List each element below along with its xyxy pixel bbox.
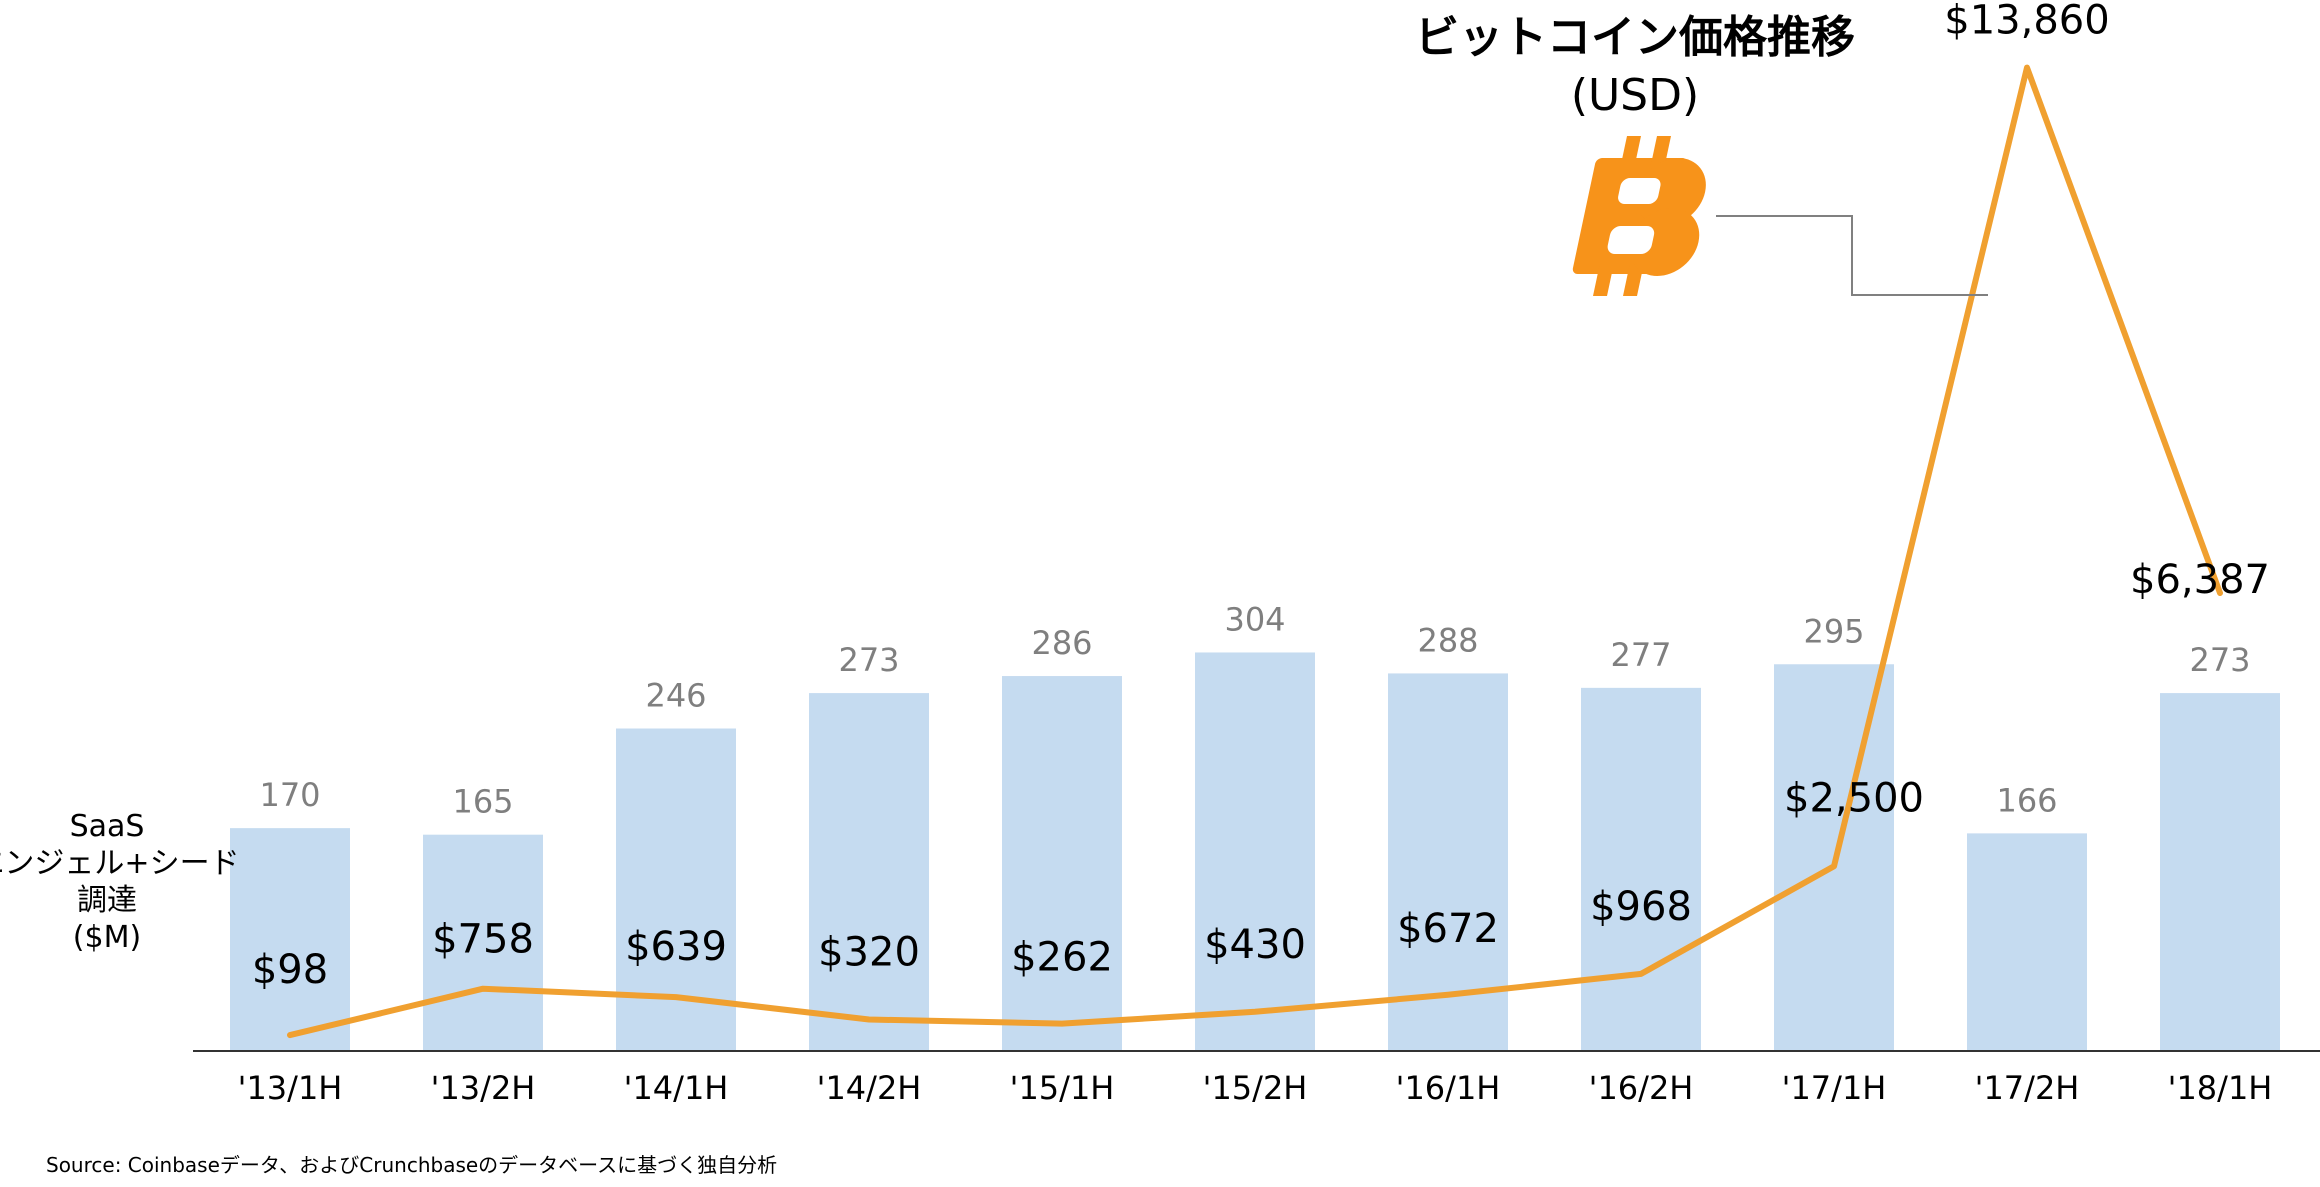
x-tick-label-6: '16/1H xyxy=(1396,1069,1501,1107)
bar-0 xyxy=(230,828,350,1051)
bar-9 xyxy=(1967,833,2087,1051)
x-tick-labels: '13/1H '13/2H '14/1H '14/2H '15/1H '15/2H '16/… xyxy=(238,1069,2273,1107)
bitcoin-title-line-2: (USD) xyxy=(1571,70,1699,121)
bar-labels-layer: 170 165 246 273 286 304 288 277 295 166 273 xyxy=(259,600,2250,820)
bar-value-label-6: 288 xyxy=(1417,621,1478,659)
x-tick-label-3: '14/2H xyxy=(817,1069,922,1107)
bar-10 xyxy=(2160,693,2280,1051)
bar-value-label-4: 286 xyxy=(1031,624,1092,662)
x-tick-label-9: '17/2H xyxy=(1975,1069,2080,1107)
x-tick-label-2: '14/1H xyxy=(624,1069,729,1107)
bar-1 xyxy=(423,834,543,1051)
y-axis-label-line-3: 調達 xyxy=(77,883,137,918)
bitcoin-title-line-1: ビットコイン価格推移 xyxy=(1415,12,1855,63)
bar-value-label-10: 273 xyxy=(2189,641,2250,679)
x-tick-label-4: '15/1H xyxy=(1010,1069,1115,1107)
x-tick-label-10: '18/1H xyxy=(2168,1069,2273,1107)
title-connector xyxy=(1716,215,1988,296)
price-label-5: $430 xyxy=(1204,922,1306,968)
price-label-9: $13,860 xyxy=(1944,0,2109,44)
bar-value-label-2: 246 xyxy=(645,676,706,714)
bar-value-label-8: 295 xyxy=(1803,612,1864,650)
price-label-0: $98 xyxy=(252,947,328,993)
bitcoin-icon xyxy=(1572,136,1706,296)
y-axis-label-line-1: SaaS xyxy=(70,809,145,844)
bars-layer xyxy=(230,652,2280,1051)
x-tick-label-8: '17/1H xyxy=(1782,1069,1887,1107)
bar-value-label-3: 273 xyxy=(838,641,899,679)
bar-value-label-5: 304 xyxy=(1224,600,1285,638)
y-axis-label-line-4: ($M) xyxy=(73,920,141,955)
x-tick-label-7: '16/2H xyxy=(1589,1069,1694,1107)
bar-3 xyxy=(809,693,929,1051)
x-tick-label-0: '13/1H xyxy=(238,1069,343,1107)
x-tick-label-5: '15/2H xyxy=(1203,1069,1308,1107)
bar-4 xyxy=(1002,676,1122,1051)
price-label-3: $320 xyxy=(818,930,920,976)
bar-value-label-0: 170 xyxy=(259,776,320,814)
price-label-1: $758 xyxy=(432,917,534,963)
source-note: Source: Coinbaseデータ、およびCrunchbaseのデータベース… xyxy=(46,1153,777,1177)
price-label-2: $639 xyxy=(625,924,727,970)
y-axis-label-line-2: エンジェル+シード xyxy=(0,846,240,881)
bar-7 xyxy=(1581,687,1701,1051)
bar-value-label-7: 277 xyxy=(1610,636,1671,674)
bar-value-label-1: 165 xyxy=(452,783,513,821)
bitcoin-price-labels: $98 $758 $639 $320 $262 $430 $672 $968 $2,500 $13… xyxy=(252,0,2270,993)
price-label-10: $6,387 xyxy=(2130,557,2270,603)
price-label-6: $672 xyxy=(1397,906,1499,952)
price-label-8: $2,500 xyxy=(1784,775,1924,821)
bar-value-label-9: 166 xyxy=(1996,781,2057,819)
price-label-7: $968 xyxy=(1590,884,1692,930)
x-tick-label-1: '13/2H xyxy=(431,1069,536,1107)
bitcoin-price-line xyxy=(287,64,2223,1039)
bar-5 xyxy=(1195,652,1315,1051)
price-label-4: $262 xyxy=(1011,935,1113,981)
